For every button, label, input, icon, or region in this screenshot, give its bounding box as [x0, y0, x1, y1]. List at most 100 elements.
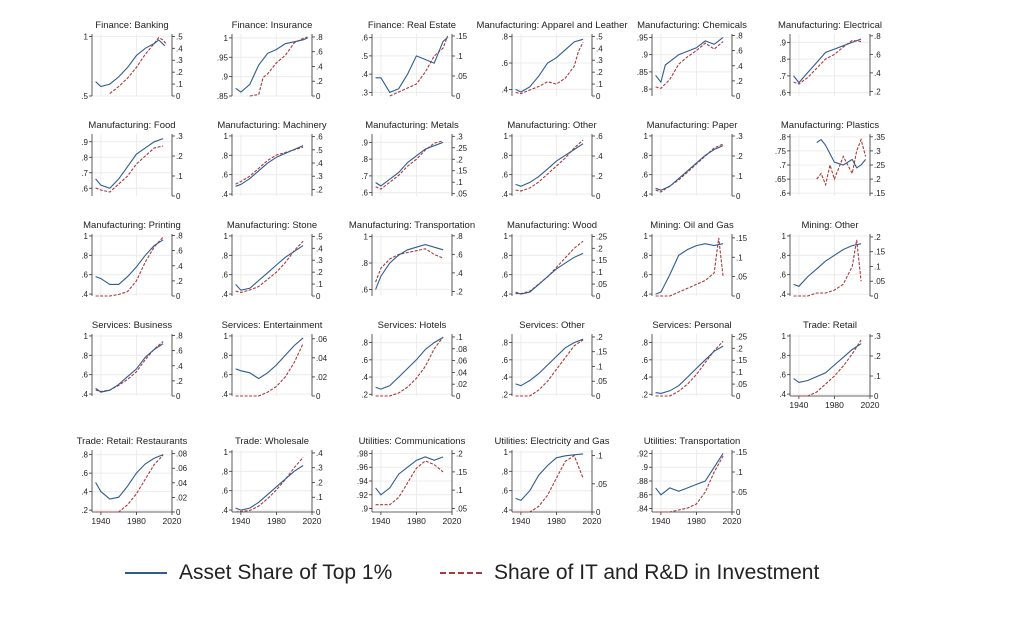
right-tick-label: .6: [316, 48, 323, 57]
series-line-itrd: [95, 341, 164, 393]
panel-title: Services: Personal: [652, 320, 731, 331]
right-tick-label: .08: [176, 450, 188, 459]
x-tick-label: 2020: [723, 516, 742, 526]
panel: Manufacturing: Other .4 .6 .8 1 0 .2 .4 .6: [501, 120, 603, 201]
right-tick-label: .02: [316, 373, 328, 382]
x-tick-label: 1980: [267, 516, 286, 526]
right-tick-label: .2: [736, 152, 743, 161]
right-tick-label: .1: [176, 80, 183, 89]
right-tick-label: .2: [736, 344, 743, 353]
series-line-itrd: [95, 145, 164, 193]
right-tick-label: .1: [596, 80, 603, 89]
right-tick-label: .2: [596, 68, 603, 77]
left-tick-label: .8: [221, 351, 228, 360]
panel-title: Services: Business: [92, 320, 173, 331]
left-tick-label: .4: [779, 390, 786, 399]
right-tick-label: .1: [316, 493, 323, 502]
right-tick-label: .2: [176, 68, 183, 77]
series-line-itrd: [95, 236, 164, 297]
series-line-top1: [95, 138, 164, 189]
right-tick-label: .2: [736, 77, 743, 86]
right-tick-label: .4: [316, 449, 323, 458]
panel: Trade: Retail: Restaurants 1940 1980 2020 .2…: [77, 436, 188, 526]
right-tick-label: .15: [596, 348, 608, 357]
left-tick-label: .8: [221, 251, 228, 260]
left-tick-label: .6: [501, 171, 508, 180]
series-line-top1: [515, 143, 584, 187]
panel: Manufacturing: Electrical .6 .7 .8 .9 .2 .4 .6.…: [778, 20, 882, 98]
panel-title: Manufacturing: Other: [507, 120, 596, 131]
right-tick-label: .2: [874, 87, 881, 96]
right-tick-label: .25: [736, 332, 748, 341]
series-line-top1: [95, 454, 164, 500]
panel: Manufacturing: Plastics .6 .65 .7 .75 .8 .15 .2…: [775, 120, 886, 198]
right-tick-label: 0: [596, 508, 601, 517]
series-line-top1: [655, 243, 724, 295]
left-tick-label: .6: [501, 271, 508, 280]
panel-title: Services: Entertainment: [222, 320, 323, 331]
right-tick-label: 0: [874, 292, 879, 301]
right-tick-label: .04: [176, 479, 188, 488]
left-tick-label: .4: [641, 290, 648, 299]
left-tick-label: .86: [637, 491, 649, 500]
right-tick-label: .3: [456, 132, 463, 141]
panel-title: Utilities: Electricity and Gas: [494, 436, 609, 447]
right-tick-label: .5: [316, 146, 323, 155]
left-tick-label: .4: [221, 190, 228, 199]
left-tick-label: .7: [361, 172, 368, 181]
left-tick-label: .8: [641, 251, 648, 260]
left-tick-label: .8: [81, 251, 88, 260]
right-tick-label: 0: [176, 392, 181, 401]
series-line-top1: [655, 145, 724, 191]
legend-swatch-itrd: [440, 572, 482, 574]
panel: Manufacturing: Printing .4 .6 .8 1 0 .2 .4 .6 .8: [81, 220, 183, 301]
left-tick-label: .6: [221, 171, 228, 180]
left-tick-label: 1: [782, 232, 787, 241]
right-tick-label: .1: [316, 280, 323, 289]
left-tick-label: .9: [81, 138, 88, 147]
left-tick-label: .6: [779, 89, 786, 98]
right-tick-label: .15: [456, 167, 468, 176]
right-tick-label: .6: [456, 250, 463, 259]
right-tick-label: .1: [456, 52, 463, 61]
right-tick-label: .8: [736, 32, 743, 41]
right-tick-label: 0: [596, 192, 601, 201]
series-line-top1: [95, 39, 166, 88]
left-tick-label: .95: [637, 33, 649, 42]
left-tick-label: .6: [221, 487, 228, 496]
right-tick-label: .2: [316, 185, 323, 194]
right-tick-label: 0: [316, 392, 321, 401]
left-tick-label: .4: [641, 190, 648, 199]
right-tick-label: 0: [736, 508, 741, 517]
right-tick-label: .15: [874, 248, 886, 257]
right-tick-label: .05: [596, 480, 608, 489]
right-tick-label: .25: [874, 161, 886, 170]
panel: Manufacturing: Food .6 .7 .8 .9 0 .1 .2 .3: [81, 120, 183, 201]
right-tick-label: .2: [176, 277, 183, 286]
left-tick-label: .9: [221, 73, 228, 82]
right-tick-label: .3: [736, 132, 743, 141]
left-tick-label: .4: [501, 290, 508, 299]
right-tick-label: 0: [316, 92, 321, 101]
series-line-itrd: [389, 35, 449, 97]
right-tick-label: .1: [456, 333, 463, 342]
panel-title: Manufacturing: Transportation: [349, 220, 475, 231]
left-tick-label: 1: [224, 34, 229, 43]
left-tick-label: .7: [779, 72, 786, 81]
left-tick-label: .88: [637, 477, 649, 486]
left-tick-label: .9: [779, 38, 786, 47]
panel: Manufacturing: Apparel and Leather .4 .6 .8…: [476, 20, 627, 101]
right-tick-label: .1: [176, 172, 183, 181]
right-tick-label: .15: [456, 468, 468, 477]
x-tick-label: 1940: [789, 400, 808, 410]
right-tick-label: .04: [456, 368, 468, 377]
left-tick-label: .6: [221, 271, 228, 280]
panel-title: Manufacturing: Printing: [83, 220, 181, 231]
series-line-itrd: [793, 39, 862, 85]
left-tick-label: .8: [779, 55, 786, 64]
right-tick-label: 0: [316, 508, 321, 517]
right-tick-label: .2: [456, 155, 463, 164]
panel-title: Manufacturing: Apparel and Leather: [476, 20, 627, 31]
right-tick-label: .1: [736, 468, 743, 477]
right-tick-label: .25: [596, 232, 608, 241]
